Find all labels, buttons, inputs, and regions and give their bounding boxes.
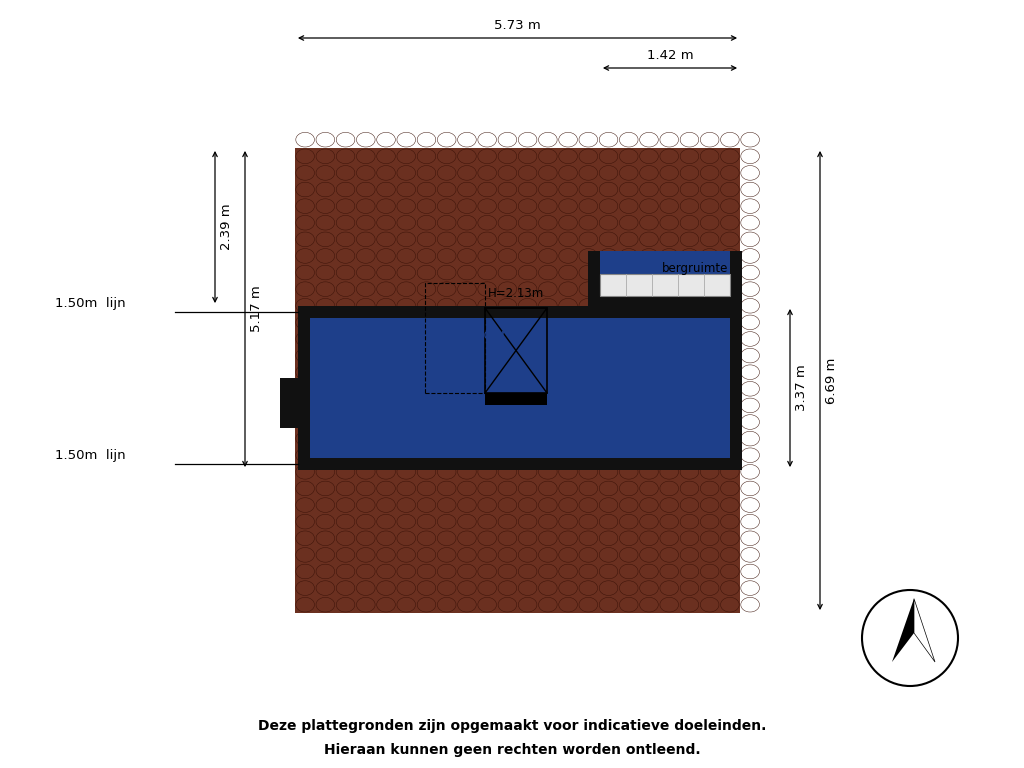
Text: Hieraan kunnen geen rechten worden ontleend.: Hieraan kunnen geen rechten worden ontle… (324, 743, 700, 757)
Bar (425, 283, 485, 393)
Bar (516, 393, 522, 405)
Bar (298, 306, 742, 318)
Text: 1.50m  lijn: 1.50m lijn (54, 449, 125, 462)
Bar (498, 393, 504, 405)
Bar (485, 393, 492, 405)
Text: Deze plattegronden zijn opgemaakt voor indicatieve doeleinden.: Deze plattegronden zijn opgemaakt voor i… (258, 719, 766, 733)
Text: 1.50m  lijn: 1.50m lijn (54, 297, 125, 310)
Bar (310, 318, 730, 458)
Text: 5.73 m: 5.73 m (495, 19, 541, 32)
Bar (588, 294, 730, 306)
Polygon shape (892, 598, 914, 662)
Bar (730, 306, 742, 470)
Bar (541, 393, 547, 405)
Text: 1.42 m: 1.42 m (647, 49, 693, 62)
Polygon shape (914, 598, 935, 662)
Bar (535, 393, 541, 405)
Text: bergzolder: bergzolder (432, 328, 507, 342)
Bar (600, 274, 730, 296)
Text: 6.69 m: 6.69 m (825, 357, 838, 404)
Bar (295, 148, 740, 613)
Bar (492, 393, 498, 405)
Text: 2.39 m: 2.39 m (220, 204, 233, 250)
Text: 3.37 m: 3.37 m (795, 365, 808, 412)
Bar (504, 393, 510, 405)
Bar (588, 251, 600, 306)
Text: 5.17 m: 5.17 m (250, 286, 263, 333)
Text: bergruimte: bergruimte (662, 262, 728, 275)
Bar (528, 393, 535, 405)
Bar (510, 393, 516, 405)
Text: H=2.13m: H=2.13m (487, 287, 544, 300)
Bar (280, 378, 298, 428)
Bar (485, 308, 547, 393)
Bar (298, 306, 310, 470)
Text: N: N (908, 639, 920, 653)
Bar (298, 458, 742, 470)
Bar (600, 251, 730, 306)
Bar (730, 251, 742, 306)
Bar (522, 393, 528, 405)
